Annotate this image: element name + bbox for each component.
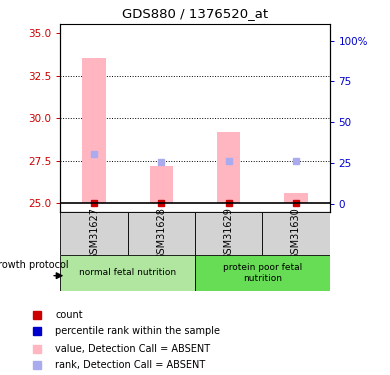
Bar xyxy=(60,255,195,291)
Text: GSM31627: GSM31627 xyxy=(89,207,99,260)
Text: normal fetal nutrition: normal fetal nutrition xyxy=(79,268,176,278)
Text: GSM31630: GSM31630 xyxy=(291,207,301,260)
Bar xyxy=(217,132,240,203)
Text: percentile rank within the sample: percentile rank within the sample xyxy=(55,326,220,336)
Text: GSM31628: GSM31628 xyxy=(156,207,167,260)
Bar xyxy=(128,212,195,255)
Bar xyxy=(195,255,330,291)
Text: growth protocol: growth protocol xyxy=(0,260,69,270)
Bar xyxy=(262,212,330,255)
Text: protein poor fetal
nutrition: protein poor fetal nutrition xyxy=(223,263,302,282)
Text: rank, Detection Call = ABSENT: rank, Detection Call = ABSENT xyxy=(55,360,206,370)
Title: GDS880 / 1376520_at: GDS880 / 1376520_at xyxy=(122,8,268,20)
Bar xyxy=(195,212,262,255)
Bar xyxy=(150,166,173,203)
Bar xyxy=(82,58,106,203)
Text: value, Detection Call = ABSENT: value, Detection Call = ABSENT xyxy=(55,344,211,354)
Bar xyxy=(284,193,308,203)
Text: count: count xyxy=(55,310,83,320)
Text: GSM31629: GSM31629 xyxy=(223,207,234,260)
Bar xyxy=(60,212,128,255)
